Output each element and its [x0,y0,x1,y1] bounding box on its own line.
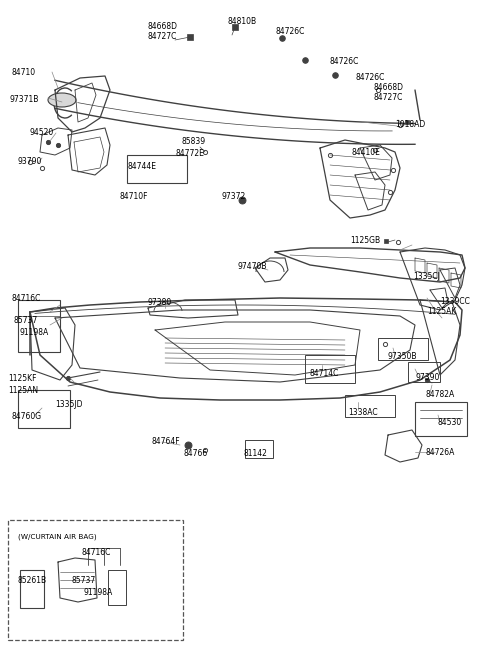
Text: 91198A: 91198A [20,328,49,337]
Text: 91198A: 91198A [84,588,113,597]
Text: 84710F: 84710F [120,192,148,201]
Text: 84744E: 84744E [127,162,156,171]
Text: 1125AK: 1125AK [427,307,456,316]
Text: 94520: 94520 [30,128,54,137]
Text: 84714C: 84714C [310,369,339,378]
Text: 1339CC: 1339CC [440,297,470,306]
Text: 84766: 84766 [183,449,207,458]
Text: 84772E: 84772E [175,149,204,158]
Text: 84764F: 84764F [152,437,180,446]
Bar [18,390,70,428]
Text: 1335CJ: 1335CJ [413,272,440,281]
Bar [108,570,126,605]
Text: 84716C: 84716C [12,294,41,303]
Text: 84726C: 84726C [355,73,384,82]
Ellipse shape [48,93,76,107]
Text: 84530: 84530 [438,418,462,427]
Text: 97470B: 97470B [237,262,266,271]
Text: 84726C: 84726C [275,27,304,36]
Text: 97372: 97372 [222,192,246,201]
Bar [378,338,428,360]
Bar [345,395,395,417]
Text: 81142: 81142 [244,449,268,458]
Text: 84727C: 84727C [148,32,178,41]
Text: 1125KF: 1125KF [8,374,36,383]
Text: 1125GB: 1125GB [350,236,380,245]
Text: 84668D: 84668D [148,22,178,31]
Text: 84410E: 84410E [352,148,381,157]
Text: 84668D: 84668D [373,83,403,92]
Bar [245,440,273,458]
Bar [127,155,187,183]
Text: 84726C: 84726C [330,57,360,66]
Bar [18,300,60,352]
Text: 1338AC: 1338AC [348,408,378,417]
Text: 84726A: 84726A [426,448,456,457]
Text: 97371B: 97371B [10,95,39,104]
Text: 84760G: 84760G [12,412,42,421]
Bar [408,362,440,382]
Bar [305,355,355,383]
Bar [20,570,44,608]
Text: (W/CURTAIN AIR BAG): (W/CURTAIN AIR BAG) [18,534,96,541]
Text: 85261B: 85261B [18,576,47,585]
Text: 84710: 84710 [12,68,36,77]
Text: 84716C: 84716C [82,548,111,557]
Text: 97350B: 97350B [388,352,418,361]
Bar [8,520,183,640]
Text: 97390: 97390 [415,373,439,382]
Text: 84810B: 84810B [228,17,257,26]
Text: 84727C: 84727C [373,93,402,102]
Text: 84782A: 84782A [425,390,454,399]
Text: 85737: 85737 [72,576,96,585]
Text: 85839: 85839 [182,137,206,146]
Text: 1018AD: 1018AD [395,120,425,129]
Text: 1125AN: 1125AN [8,386,38,395]
Text: 1335JD: 1335JD [55,400,83,409]
Bar [415,402,467,436]
Text: 93790: 93790 [18,157,42,166]
Text: 85737: 85737 [14,316,38,325]
Text: 97380: 97380 [148,298,172,307]
